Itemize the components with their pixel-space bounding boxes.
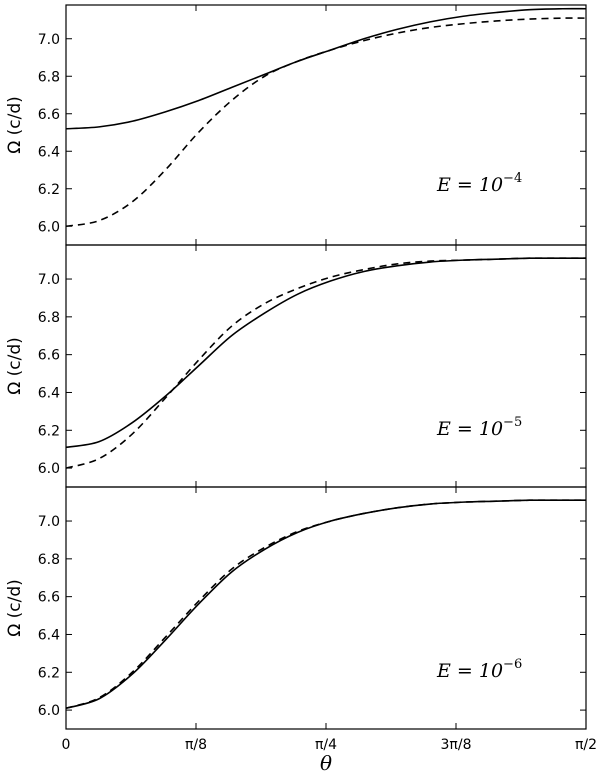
series-line-solid <box>65 7 587 130</box>
y-tick-label: 6.0 <box>38 703 60 719</box>
panel-middle: 6.0 6.2 6.4 6.6 6.8 7.0 Ω (c/d) E = 10−5 <box>5 244 587 488</box>
y-axis-label: Ω (c/d) <box>5 579 25 637</box>
panel-top: 6.0 6.2 6.4 6.6 6.8 7.0 Ω (c/d) E = 10−4 <box>5 4 587 246</box>
y-tick-label: 6.2 <box>38 423 60 439</box>
annotation-ekman: E = 10−5 <box>436 415 522 440</box>
y-tick-label: 6.4 <box>38 385 60 401</box>
y-tick-label: 6.8 <box>38 69 60 85</box>
y-tick-label: 6.4 <box>38 627 60 643</box>
plot-frame <box>65 486 587 730</box>
y-axis-label: Ω (c/d) <box>5 337 25 395</box>
x-tick-label: π/8 <box>185 737 207 753</box>
x-tick-label: 3π/8 <box>441 737 472 753</box>
y-tick-label: 6.4 <box>38 144 60 160</box>
y-tick-label: 6.8 <box>38 310 60 326</box>
panels: 6.06.26.46.66.87.0Ω (c/d)E = 10−46.06.26… <box>5 4 597 753</box>
y-tick-label: 7.0 <box>38 32 60 48</box>
y-tick-label: 6.2 <box>38 182 60 198</box>
y-tick-label: 6.6 <box>38 107 60 123</box>
x-tick-label: 0 <box>62 737 71 753</box>
y-tick-label: 6.8 <box>38 552 60 568</box>
x-tick-label: π/4 <box>315 737 337 753</box>
panel-bottom: 6.0 6.2 6.4 6.6 6.8 7.0 0 π/8 π/4 3π/8 π/2 Ω (c/d) E… <box>5 486 597 753</box>
series-line-dashed <box>65 257 586 469</box>
y-tick-label: 6.6 <box>38 590 60 606</box>
plot-frame <box>65 4 587 246</box>
y-tick-label: 7.0 <box>38 272 60 288</box>
series-line-dashed <box>65 17 587 228</box>
x-tick-label: π/2 <box>575 737 597 753</box>
y-tick-label: 6.0 <box>38 219 60 235</box>
annotation-ekman: E = 10−6 <box>436 657 522 682</box>
y-tick-label: 6.2 <box>38 665 60 681</box>
y-axis-label: Ω (c/d) <box>5 96 25 154</box>
y-tick-label: 7.0 <box>38 514 60 530</box>
annotation-ekman: E = 10−4 <box>436 171 522 196</box>
y-tick-label: 6.0 <box>38 461 60 477</box>
series-line-dashed <box>65 499 586 709</box>
series-line-solid <box>65 499 586 709</box>
plot-frame <box>65 244 587 488</box>
x-axis-label: θ <box>320 751 332 775</box>
y-tick-label: 6.6 <box>38 348 60 364</box>
